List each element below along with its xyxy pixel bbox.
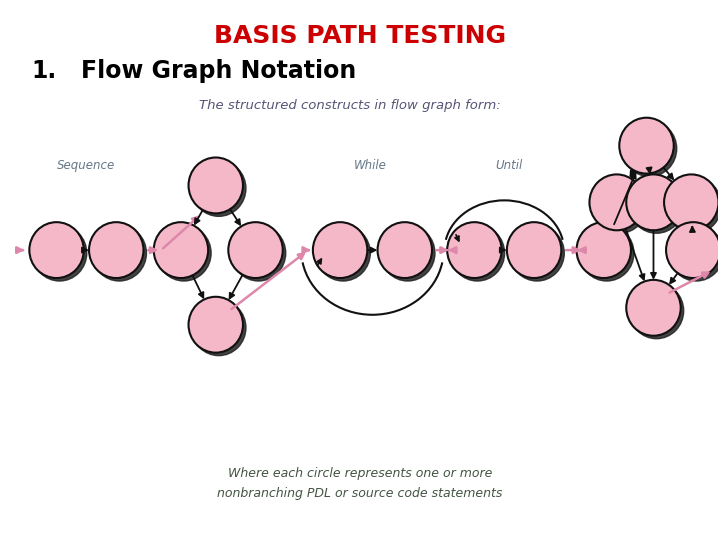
Ellipse shape [316,225,370,281]
Ellipse shape [377,222,432,278]
Ellipse shape [228,222,283,278]
Ellipse shape [626,174,680,230]
Ellipse shape [629,178,684,233]
Ellipse shape [669,225,720,281]
Ellipse shape [30,222,84,278]
Text: If: If [212,159,220,172]
Ellipse shape [590,174,644,230]
Ellipse shape [667,178,720,233]
Ellipse shape [447,222,502,278]
Text: BASIS PATH TESTING: BASIS PATH TESTING [214,24,506,48]
Ellipse shape [32,225,87,281]
Text: Flow Graph Notation: Flow Graph Notation [81,59,356,83]
Text: nonbranching PDL or source code statements: nonbranching PDL or source code statemen… [217,487,503,501]
Text: While: While [354,159,387,172]
Ellipse shape [580,225,634,281]
Ellipse shape [92,225,146,281]
Ellipse shape [664,174,719,230]
Text: Until: Until [495,159,523,172]
Ellipse shape [626,280,680,336]
Text: 1.: 1. [32,59,57,83]
Ellipse shape [192,300,246,356]
Ellipse shape [189,158,243,213]
Ellipse shape [313,222,367,278]
Ellipse shape [510,225,564,281]
Ellipse shape [593,178,647,233]
Ellipse shape [629,283,684,339]
Ellipse shape [619,118,674,173]
Ellipse shape [577,222,631,278]
Ellipse shape [192,160,246,217]
Ellipse shape [231,225,286,281]
Ellipse shape [450,225,505,281]
Ellipse shape [381,225,435,281]
Ellipse shape [89,222,143,278]
Ellipse shape [507,222,562,278]
Ellipse shape [157,225,211,281]
Text: Sequence: Sequence [58,159,115,172]
Text: Case: Case [632,119,665,132]
Text: The structured constructs in flow graph form:: The structured constructs in flow graph … [199,99,501,112]
Ellipse shape [666,222,720,278]
Ellipse shape [153,222,208,278]
Text: Where each circle represents one or more: Where each circle represents one or more [228,468,492,481]
Ellipse shape [622,121,677,177]
Ellipse shape [189,297,243,353]
